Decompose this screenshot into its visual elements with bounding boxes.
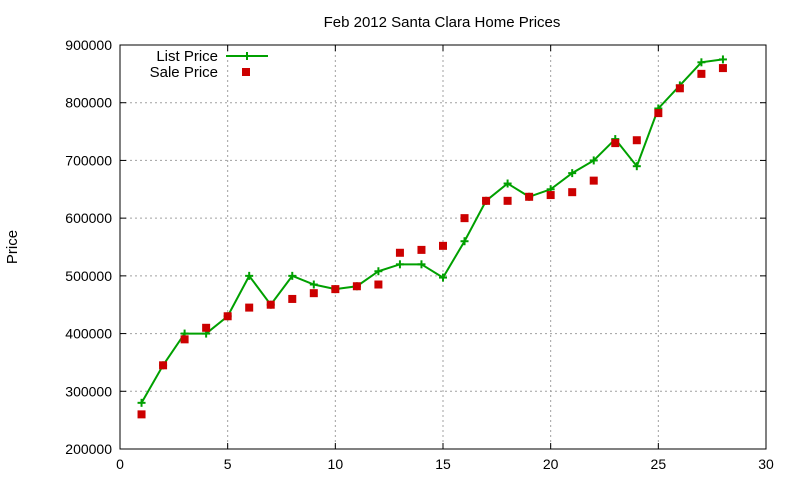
list-price-point bbox=[718, 55, 727, 64]
list-price-point bbox=[589, 156, 598, 165]
series-list-price bbox=[137, 55, 727, 407]
legend-square bbox=[242, 68, 250, 76]
list-price-point bbox=[460, 237, 469, 246]
plot-frame bbox=[119, 44, 767, 450]
legend-label-sale-price: Sale Price bbox=[150, 64, 218, 81]
sale-price-point bbox=[395, 248, 404, 257]
y-tick-labels: 200000 300000 400000 500000 600000 700000 8000… bbox=[65, 37, 112, 457]
sale-price-point bbox=[202, 323, 211, 332]
y-tick-label: 300000 bbox=[65, 383, 112, 399]
sale-price-point bbox=[632, 136, 641, 145]
sale-price-point bbox=[718, 64, 727, 73]
sale-price-point bbox=[482, 196, 491, 205]
y-tick-label: 200000 bbox=[65, 441, 112, 457]
list-price-point bbox=[137, 398, 146, 407]
y-tick-label: 900000 bbox=[65, 37, 112, 53]
sale-price-point bbox=[309, 289, 318, 298]
legend-label-list-price: List Price bbox=[156, 48, 218, 65]
x-tick-label: 0 bbox=[116, 456, 124, 472]
sale-price-point bbox=[503, 196, 512, 205]
list-price-point bbox=[503, 179, 512, 188]
sale-price-point bbox=[159, 361, 168, 370]
sale-price-point bbox=[675, 84, 684, 93]
list-price-point bbox=[395, 260, 404, 269]
sale-price-point bbox=[611, 139, 620, 148]
list-price-line bbox=[140, 58, 724, 404]
series bbox=[137, 55, 727, 419]
x-tick-label: 20 bbox=[543, 456, 559, 472]
legend-cross bbox=[243, 52, 251, 60]
sale-price-point bbox=[568, 188, 577, 197]
list-price-point bbox=[374, 267, 383, 276]
x-tick-label: 15 bbox=[435, 456, 451, 472]
list-price-point bbox=[245, 271, 254, 280]
legend: List Price Sale Price bbox=[150, 48, 268, 81]
list-price-point bbox=[417, 260, 426, 269]
x-tick-label: 5 bbox=[224, 456, 232, 472]
sale-price-point bbox=[439, 241, 447, 250]
sale-price-point bbox=[137, 410, 146, 419]
sale-price-point bbox=[654, 109, 663, 118]
y-tick-label: 600000 bbox=[65, 210, 112, 226]
y-tick-label: 800000 bbox=[65, 95, 112, 111]
sale-price-point bbox=[546, 191, 555, 200]
legend-marker-list-price bbox=[243, 52, 251, 60]
list-price-point bbox=[288, 271, 297, 280]
chart-title: Feb 2012 Santa Clara Home Prices bbox=[324, 14, 561, 31]
series-sale-price bbox=[137, 64, 727, 419]
y-tick-label: 500000 bbox=[65, 268, 112, 284]
list-price-point bbox=[309, 280, 318, 289]
x-tick-label: 30 bbox=[758, 456, 774, 472]
list-price-point bbox=[568, 169, 577, 178]
x-tick-label: 10 bbox=[328, 456, 344, 472]
sale-price-point bbox=[589, 176, 598, 185]
sale-price-point bbox=[374, 280, 383, 289]
list-price-point bbox=[632, 162, 641, 171]
sale-price-point bbox=[331, 285, 340, 294]
sale-price-point bbox=[697, 69, 706, 78]
list-price-point bbox=[439, 273, 447, 282]
sale-price-point bbox=[417, 245, 426, 254]
sale-price-point bbox=[352, 282, 361, 291]
sale-price-point bbox=[460, 214, 469, 223]
list-price-point bbox=[697, 58, 706, 67]
sale-price-point bbox=[288, 294, 297, 303]
y-tick-label: 700000 bbox=[65, 152, 112, 168]
sale-price-point bbox=[180, 335, 189, 344]
x-tick-label: 25 bbox=[651, 456, 667, 472]
legend-marker-sale-price bbox=[242, 68, 250, 76]
sale-price-point bbox=[245, 303, 254, 312]
sale-price-point bbox=[266, 300, 275, 309]
y-tick-label: 400000 bbox=[65, 326, 112, 342]
y-axis-label: Price bbox=[4, 230, 21, 264]
sale-price-point bbox=[525, 192, 534, 201]
x-tick-labels: 0 5 10 15 20 25 30 bbox=[116, 456, 774, 472]
sale-price-point bbox=[223, 312, 232, 321]
